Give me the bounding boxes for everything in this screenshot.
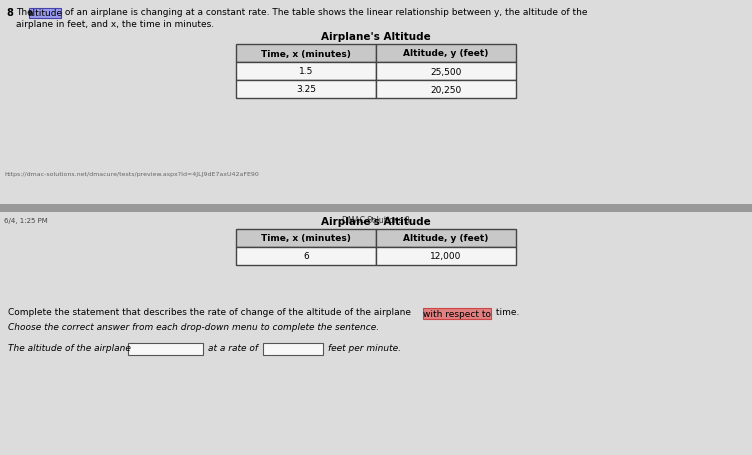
Text: 6/4, 1:25 PM: 6/4, 1:25 PM (4, 217, 47, 223)
Text: time.: time. (493, 307, 520, 316)
Text: The altitude of the airplane: The altitude of the airplane (8, 343, 131, 352)
Bar (376, 45, 516, 63)
Text: 3.25: 3.25 (296, 86, 316, 94)
Bar (376, 248, 516, 265)
Bar (423, 308, 491, 319)
Text: with respect to: with respect to (423, 310, 491, 319)
Bar (376, 229, 516, 248)
Bar (0, 0, 752, 205)
Bar (236, 229, 376, 248)
Bar (0, 212, 752, 455)
Text: of an airplane is changing at a constant rate. The table shows the linear relati: of an airplane is changing at a constant… (62, 8, 587, 17)
Text: Time, x (minutes): Time, x (minutes) (261, 50, 351, 58)
Text: 8: 8 (6, 8, 13, 18)
Bar (236, 81, 376, 99)
Text: Complete the statement that describes the rate of change of the altitude of the : Complete the statement that describes th… (8, 307, 414, 316)
Text: 12,000: 12,000 (430, 252, 462, 261)
Bar (29, 9, 61, 19)
Bar (236, 63, 376, 81)
Text: https://dmac-solutions.net/dmacure/tests/preview.aspx?Id=4JLJ9dE7axU42aFE90: https://dmac-solutions.net/dmacure/tests… (4, 172, 259, 177)
Text: 1.5: 1.5 (299, 67, 313, 76)
Bar (236, 45, 376, 63)
Text: Airplane's Altitude: Airplane's Altitude (321, 217, 431, 227)
Text: Altitude, y (feet): Altitude, y (feet) (403, 234, 489, 243)
Bar (236, 248, 376, 265)
Text: 6: 6 (303, 252, 309, 261)
Text: The: The (16, 8, 35, 17)
Text: Time, x (minutes): Time, x (minutes) (261, 234, 351, 243)
Text: Altitude, y (feet): Altitude, y (feet) (403, 50, 489, 58)
Bar (263, 343, 323, 355)
Text: DMAC Solutions 8: DMAC Solutions 8 (342, 216, 410, 224)
Text: Airplane's Altitude: Airplane's Altitude (321, 32, 431, 42)
Bar (376, 81, 516, 99)
Text: 20,250: 20,250 (430, 86, 462, 94)
Text: airplane in feet, and x, the time in minutes.: airplane in feet, and x, the time in min… (16, 20, 214, 29)
Text: at a rate of: at a rate of (208, 343, 258, 352)
Bar (0, 205, 752, 212)
Bar (376, 63, 516, 81)
Text: feet per minute.: feet per minute. (328, 343, 401, 352)
Text: 25,500: 25,500 (430, 67, 462, 76)
Text: Choose the correct answer from each drop-down menu to complete the sentence.: Choose the correct answer from each drop… (8, 322, 379, 331)
Text: altitude: altitude (27, 10, 62, 19)
Bar (128, 343, 203, 355)
